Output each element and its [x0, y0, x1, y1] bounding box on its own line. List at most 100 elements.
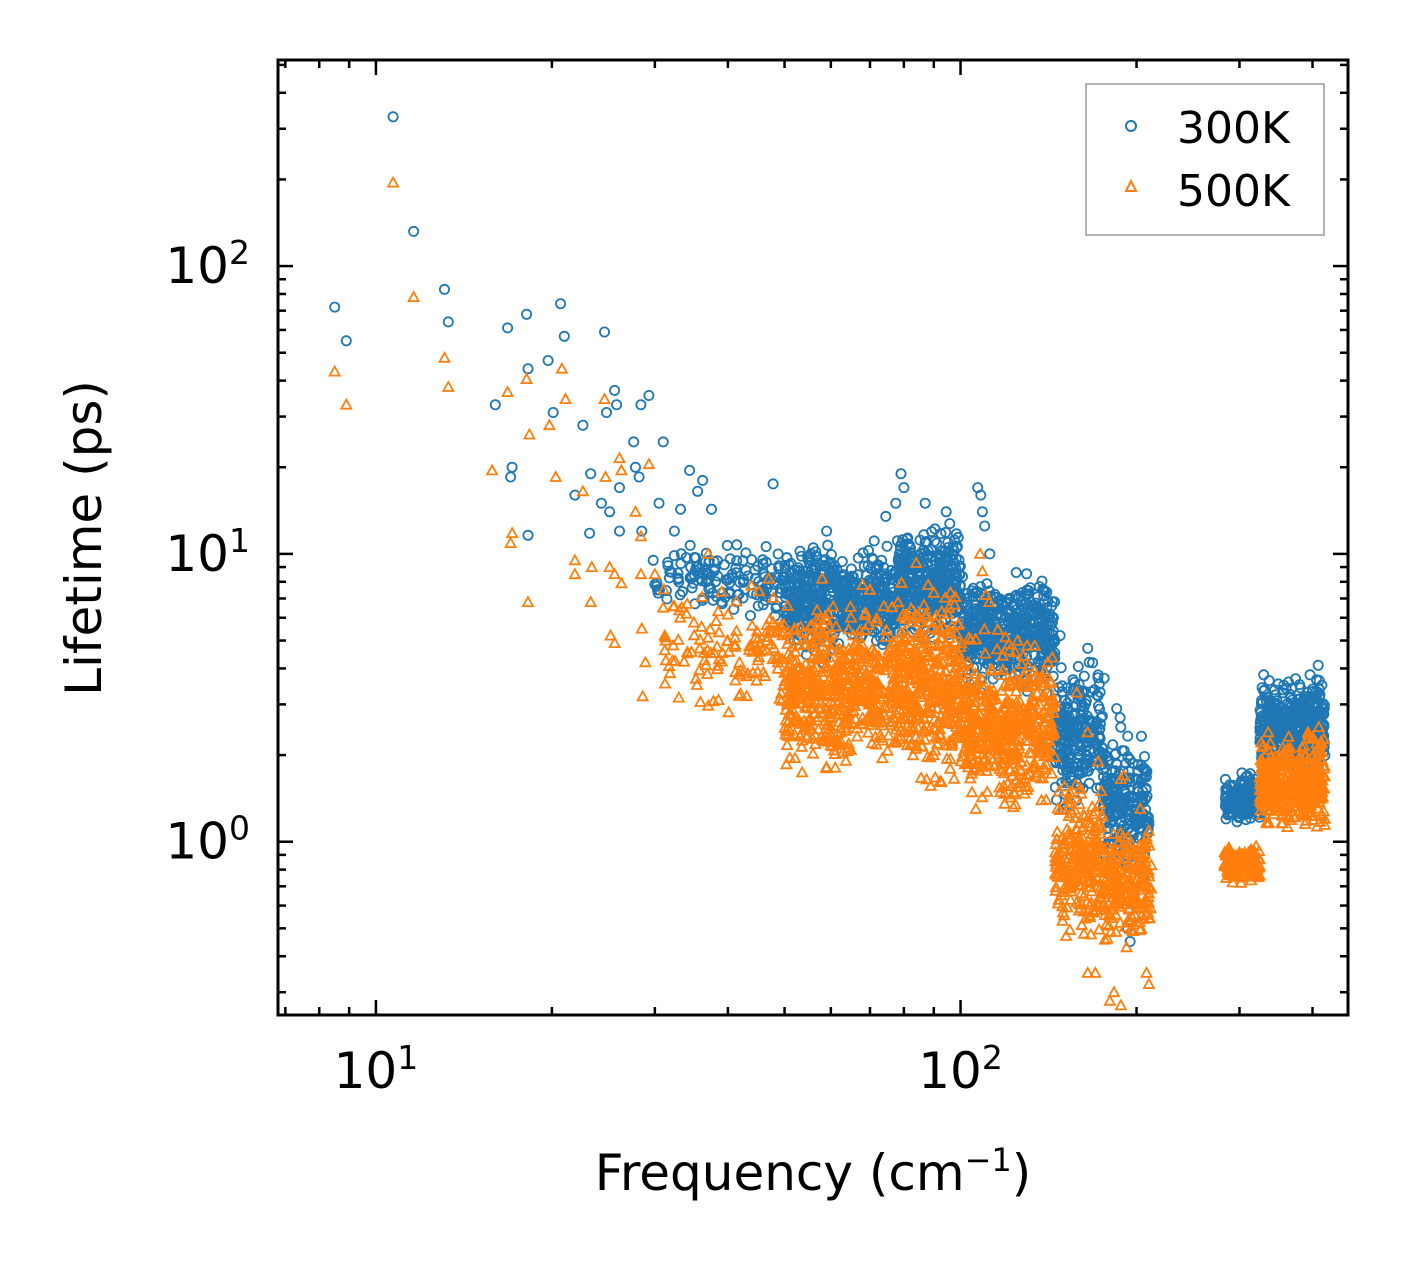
- point-500k-1083: [934, 709, 948, 722]
- point-300k-39: [668, 525, 680, 537]
- point-500k-675: [839, 753, 853, 766]
- point-500k-1741: [1074, 786, 1088, 799]
- point-300k-1074: [926, 559, 938, 571]
- point-500k-268: [780, 599, 795, 611]
- point-300k-1910: [1118, 745, 1130, 757]
- point-500k-298: [844, 610, 858, 623]
- point-300k-25: [609, 384, 621, 396]
- point-500k-607: [830, 726, 844, 739]
- point-500k-20: [585, 560, 599, 572]
- point-300k-664: [781, 552, 793, 564]
- point-300k-1793: [1065, 719, 1077, 731]
- point-300k-640: [879, 577, 891, 589]
- point-500k-166: [658, 676, 672, 689]
- point-300k-1523: [966, 606, 978, 618]
- point-500k-477: [879, 701, 893, 713]
- point-500k-1329: [1011, 633, 1025, 646]
- point-500k-103: [766, 590, 780, 603]
- point-500k-137: [722, 705, 736, 718]
- point-500k-1056: [943, 715, 957, 728]
- point-300k-1788: [1080, 748, 1092, 760]
- point-500k-25: [604, 628, 618, 641]
- point-300k-2540: [1286, 694, 1298, 706]
- point-500k-106: [744, 578, 758, 591]
- point-500k-715: [870, 706, 884, 718]
- point-500k-1734: [1058, 779, 1072, 792]
- point-300k-2: [387, 111, 399, 123]
- point-500k-706: [800, 731, 814, 743]
- point-300k-188: [868, 535, 880, 547]
- point-500k-15: [555, 361, 569, 374]
- point-300k-699: [784, 573, 796, 585]
- point-500k-436: [881, 728, 896, 741]
- point-300k-4: [438, 283, 450, 295]
- point-500k-112: [672, 690, 686, 703]
- point-500k-1823: [1074, 901, 1088, 914]
- point-300k-1572: [1055, 662, 1067, 674]
- point-300k-3: [408, 225, 420, 237]
- point-300k-27: [614, 525, 626, 537]
- point-500k-0: [328, 364, 342, 377]
- point-500k-1565: [958, 690, 972, 703]
- point-300k-18: [577, 419, 589, 431]
- point-500k-1005: [915, 656, 929, 668]
- point-300k-7: [502, 322, 514, 334]
- point-500k-698: [834, 720, 848, 733]
- point-500k-2039: [1098, 903, 1112, 915]
- point-300k-2632: [919, 497, 931, 509]
- point-500k-1454: [1021, 780, 1035, 792]
- point-500k-1604: [1000, 727, 1014, 740]
- point-500k-2063: [1102, 896, 1116, 909]
- point-300k-2635: [975, 489, 987, 501]
- point-500k-928: [914, 687, 928, 700]
- point-300k-148: [768, 578, 780, 590]
- point-500k-2061: [1115, 891, 1129, 904]
- point-300k-2654: [1258, 669, 1270, 681]
- point-500k-2078: [1110, 877, 1124, 890]
- point-500k-1765: [1052, 784, 1066, 797]
- point-500k-1099: [919, 719, 934, 731]
- point-300k-10: [522, 529, 534, 541]
- point-300k-2627: [821, 525, 833, 537]
- point-300k-43: [697, 474, 709, 486]
- point-300k-2603: [1277, 684, 1289, 696]
- point-300k-2528: [1254, 704, 1266, 716]
- point-300k-151: [730, 567, 742, 579]
- point-500k-133: [740, 689, 754, 702]
- point-300k-2543: [1278, 679, 1290, 691]
- point-300k-23: [601, 406, 613, 418]
- point-500k-135: [753, 636, 767, 649]
- point-300k-1445: [964, 591, 976, 603]
- point-500k-702: [827, 664, 841, 676]
- point-500k-1150: [954, 636, 968, 649]
- point-500k-18: [568, 567, 582, 580]
- point-500k-549: [875, 751, 889, 764]
- point-300k-2655: [1304, 669, 1316, 681]
- point-500k-1442: [1028, 638, 1042, 651]
- point-500k-1084: [895, 635, 909, 648]
- point-300k-14: [547, 406, 559, 418]
- point-500k-1602: [1029, 679, 1043, 691]
- point-500k-1968: [1097, 841, 1111, 854]
- point-500k-839: [941, 607, 955, 619]
- point-300k-120: [672, 567, 684, 579]
- point-500k-730: [822, 650, 836, 662]
- point-300k-2621: [1298, 691, 1310, 703]
- point-500k-1993: [1107, 827, 1121, 839]
- point-500k-684: [827, 687, 841, 700]
- point-300k-2657: [1316, 679, 1328, 691]
- point-300k-158: [718, 559, 730, 571]
- point-500k-1544: [1035, 671, 1050, 684]
- point-500k-479: [820, 613, 834, 625]
- point-500k-986: [942, 600, 956, 613]
- point-500k-2077: [1139, 880, 1154, 893]
- point-300k-2477: [1290, 673, 1302, 685]
- point-500k-1444: [1022, 745, 1036, 758]
- point-300k-2625: [767, 478, 779, 490]
- point-500k-1438: [1047, 706, 1061, 718]
- point-500k-827: [929, 609, 943, 621]
- point-500k-9: [504, 536, 518, 548]
- point-500k-1582: [1010, 750, 1024, 763]
- point-500k-574: [780, 695, 794, 707]
- point-300k-21: [595, 497, 607, 509]
